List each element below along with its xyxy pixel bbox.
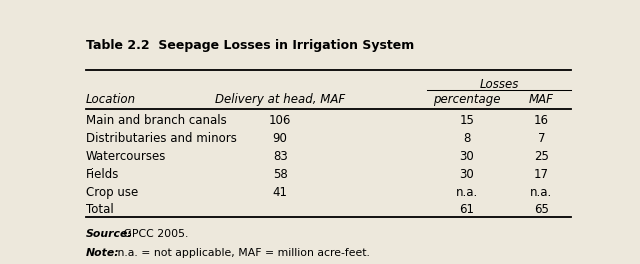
Text: 41: 41 — [273, 186, 287, 199]
Text: Fields: Fields — [86, 168, 119, 181]
Text: Table 2.2  Seepage Losses in Irrigation System: Table 2.2 Seepage Losses in Irrigation S… — [86, 39, 414, 52]
Text: 17: 17 — [534, 168, 548, 181]
Text: 7: 7 — [538, 132, 545, 145]
Text: Distributaries and minors: Distributaries and minors — [86, 132, 237, 145]
Text: Delivery at head, MAF: Delivery at head, MAF — [215, 93, 345, 106]
Text: 30: 30 — [460, 150, 474, 163]
Text: 16: 16 — [534, 114, 548, 127]
Text: 106: 106 — [269, 114, 291, 127]
Text: 8: 8 — [463, 132, 470, 145]
Text: Main and branch canals: Main and branch canals — [86, 114, 227, 127]
Text: 65: 65 — [534, 204, 548, 216]
Text: MAF: MAF — [529, 93, 554, 106]
Text: Watercourses: Watercourses — [86, 150, 166, 163]
Text: 61: 61 — [460, 204, 474, 216]
Text: 30: 30 — [460, 168, 474, 181]
Text: 83: 83 — [273, 150, 287, 163]
Text: 15: 15 — [460, 114, 474, 127]
Text: n.a.: n.a. — [456, 186, 478, 199]
Text: GPCC 2005.: GPCC 2005. — [120, 229, 188, 239]
Text: Crop use: Crop use — [86, 186, 138, 199]
Text: Total: Total — [86, 204, 114, 216]
Text: Source:: Source: — [86, 229, 132, 239]
Text: n.a. = not applicable, MAF = million acre-feet.: n.a. = not applicable, MAF = million acr… — [114, 248, 370, 258]
Text: Note:: Note: — [86, 248, 120, 258]
Text: 58: 58 — [273, 168, 287, 181]
Text: n.a.: n.a. — [530, 186, 552, 199]
Text: percentage: percentage — [433, 93, 500, 106]
Text: Location: Location — [86, 93, 136, 106]
Text: 25: 25 — [534, 150, 548, 163]
Text: 90: 90 — [273, 132, 287, 145]
Text: Losses: Losses — [479, 78, 519, 91]
